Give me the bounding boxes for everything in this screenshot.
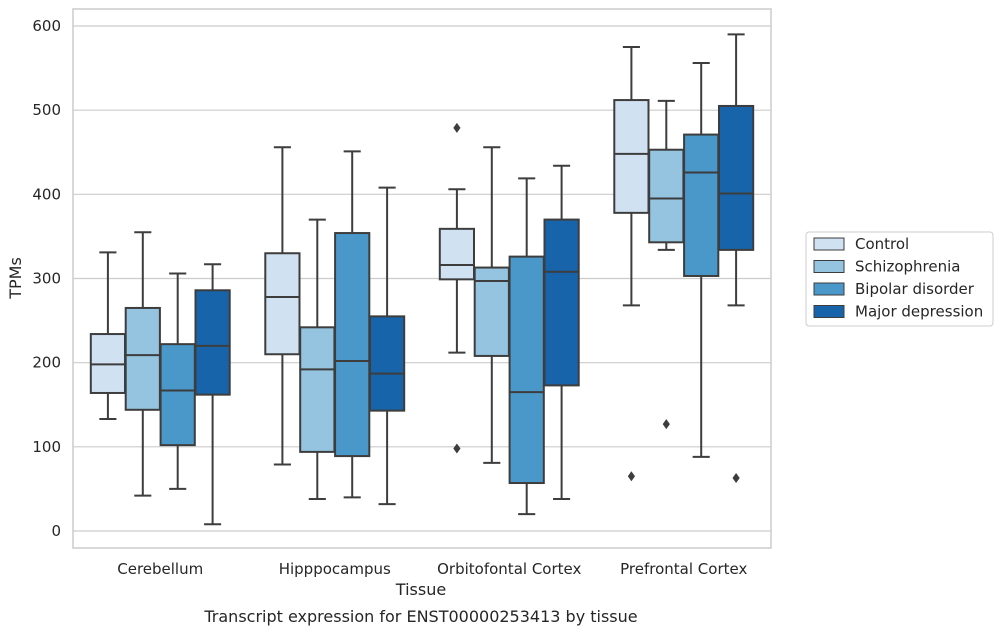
box-bipolar-disorder — [683, 62, 720, 458]
y-tick-labels: 0 100 200 300 400 500 600 — [32, 17, 61, 540]
box-schizophrenia — [124, 231, 161, 497]
x-tick-label: Cerebellum — [117, 560, 203, 578]
legend-swatch — [813, 260, 845, 273]
iqr-box — [683, 133, 720, 277]
x-tick-label: Prefrontal Cortex — [620, 560, 747, 578]
iqr-box — [543, 218, 580, 387]
box-control — [264, 146, 301, 466]
y-tick-label: 300 — [32, 270, 61, 288]
iqr-box — [194, 289, 231, 396]
y-tick-label: 600 — [32, 17, 61, 35]
outlier-point — [453, 122, 461, 133]
iqr-box — [299, 326, 336, 453]
legend-swatch — [813, 282, 845, 296]
box-major-depression — [194, 263, 231, 526]
x-tick-label: Orbitofontal Cortex — [437, 560, 581, 578]
legend-label: Bipolar disorder — [855, 280, 975, 298]
outlier-point — [732, 472, 740, 483]
box-control — [438, 122, 476, 454]
chart-caption: Transcript expression for ENST0000025341… — [203, 607, 637, 626]
box-major-depression — [717, 33, 755, 483]
y-tick-label: 500 — [32, 101, 61, 119]
iqr-box — [717, 104, 755, 251]
y-tick-label: 100 — [32, 438, 61, 456]
iqr-box — [159, 343, 196, 447]
y-axis-label: TPMs — [6, 257, 25, 300]
y-tick-label: 400 — [32, 185, 61, 203]
legend-label: Control — [855, 235, 909, 253]
plot-area-frame — [72, 8, 772, 549]
x-axis-label: Tissue — [395, 580, 446, 599]
legend-label: Major depression — [855, 303, 983, 321]
box-control — [613, 46, 650, 482]
x-tick-labels: Cerebellum Hipppocampus Orbitofontal Corte… — [117, 560, 747, 578]
legend-label: Schizophrenia — [855, 258, 960, 276]
legend-swatch — [813, 305, 845, 318]
legend: Control Schizophrenia Bipolar disorder Majo… — [805, 231, 994, 327]
legend-frame — [805, 231, 994, 327]
iqr-box — [264, 252, 301, 356]
y-tick-label: 0 — [51, 522, 61, 540]
iqr-box — [368, 315, 406, 412]
box-control — [89, 251, 127, 421]
y-tick-label: 200 — [32, 354, 61, 372]
outlier-point — [662, 419, 670, 430]
box-major-depression — [368, 186, 406, 506]
box-bipolar-disorder — [159, 272, 196, 490]
iqr-box — [648, 148, 685, 244]
iqr-box — [124, 306, 161, 411]
iqr-box — [613, 99, 650, 214]
outlier-point — [627, 471, 635, 482]
box-major-depression — [543, 164, 580, 501]
outlier-point — [453, 443, 461, 454]
iqr-box — [334, 232, 371, 458]
box-groups — [89, 33, 755, 526]
iqr-box — [438, 227, 476, 281]
iqr-box — [508, 255, 545, 485]
box-bipolar-disorder — [508, 177, 545, 516]
legend-swatch — [813, 237, 845, 251]
x-tick-label: Hipppocampus — [279, 560, 391, 578]
